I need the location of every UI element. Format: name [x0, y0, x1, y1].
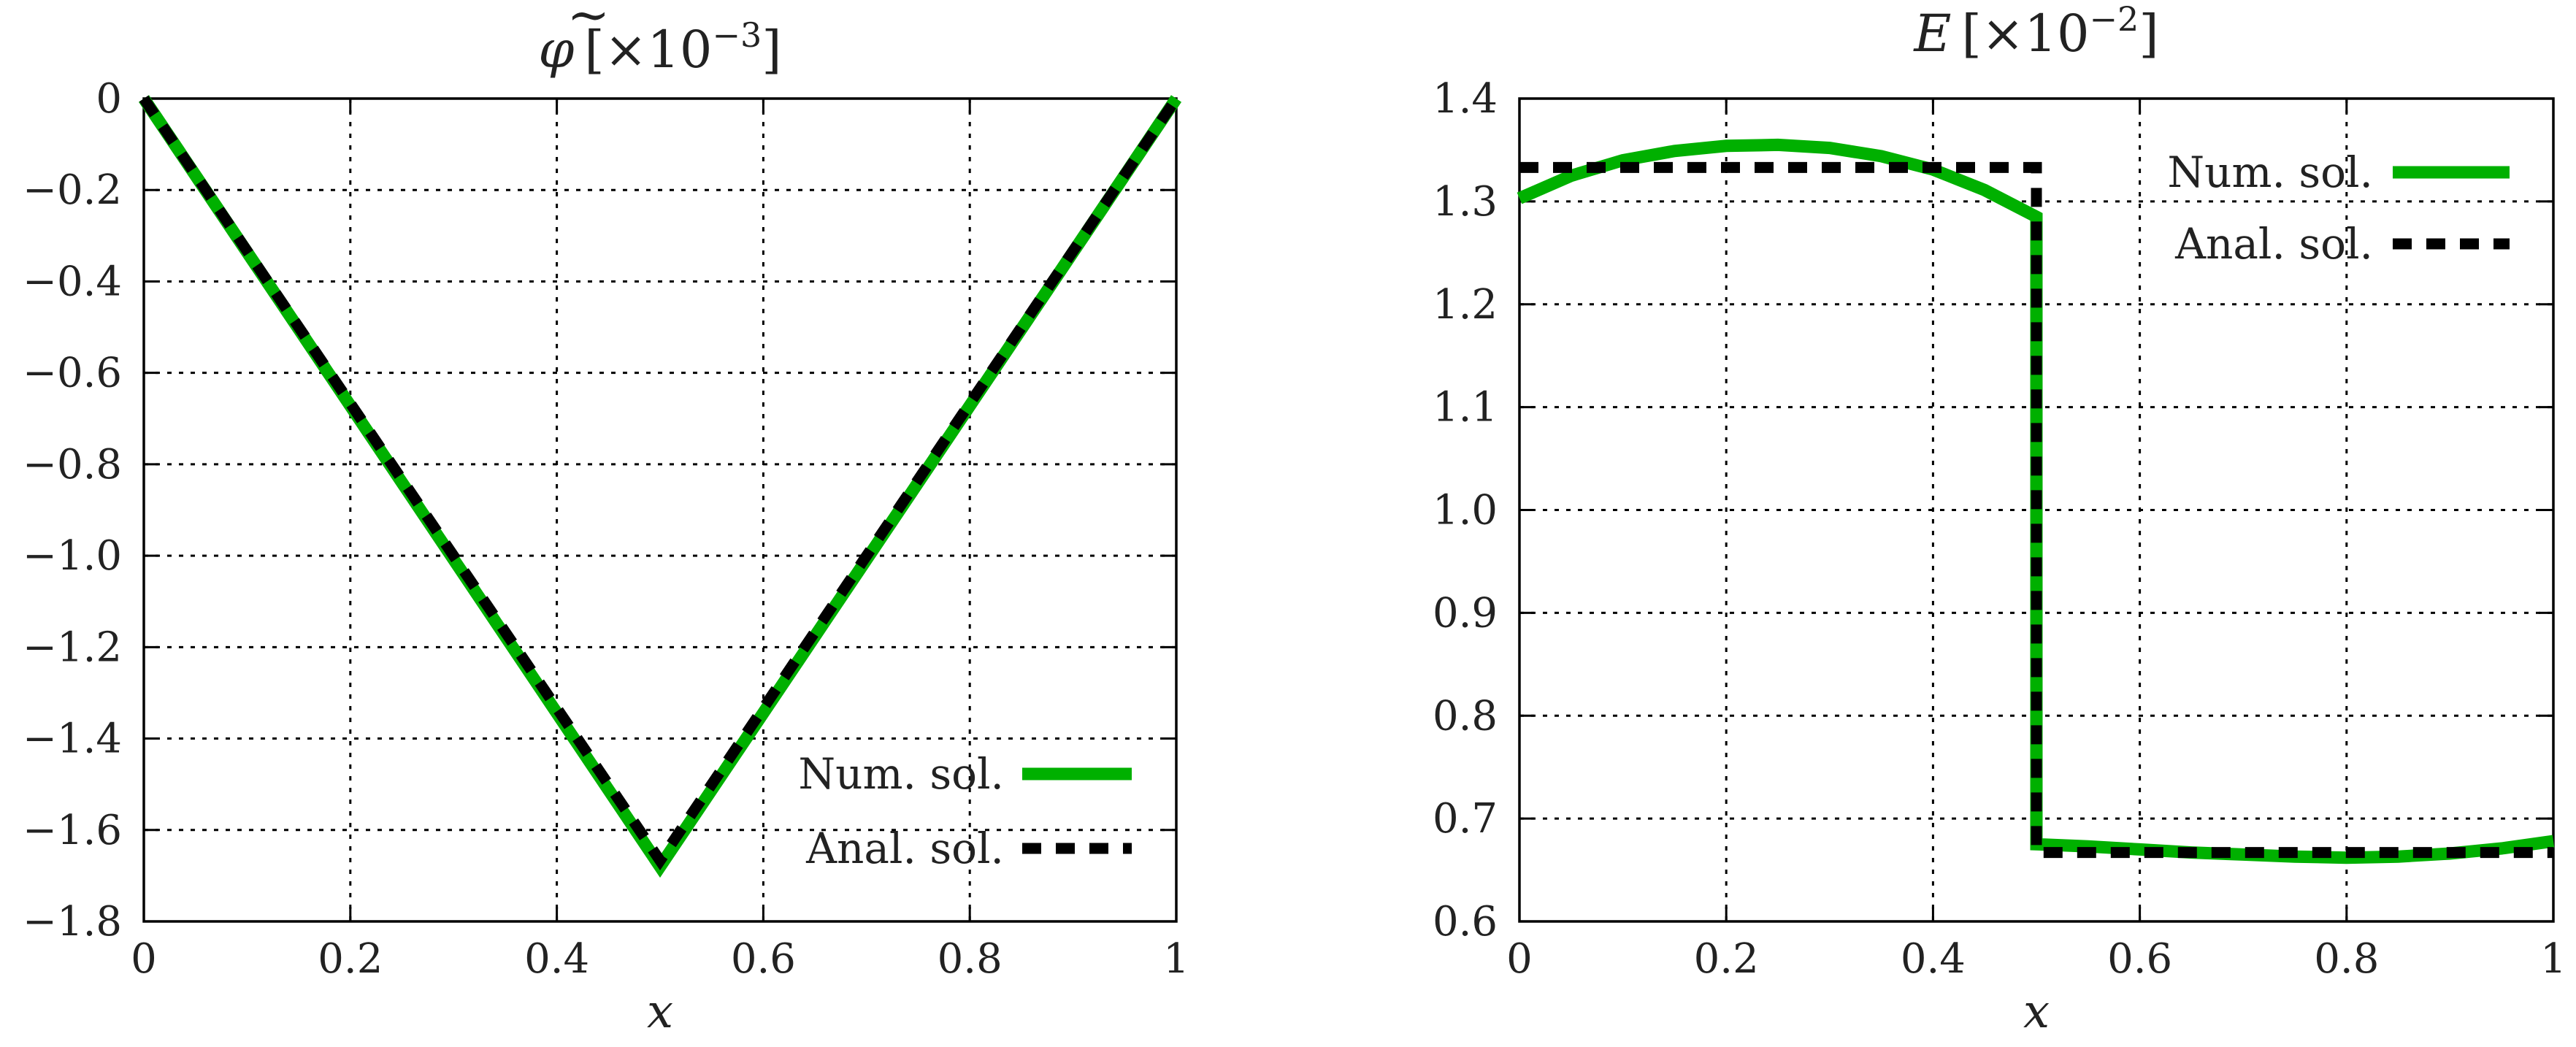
y-tick-label: 0	[96, 75, 122, 123]
chart-title: φ [×10−3]	[538, 15, 781, 80]
x-tick-label: 0.6	[731, 935, 796, 983]
y-tick-label: −0.6	[23, 350, 122, 397]
x-tick-label: 0.8	[938, 935, 1003, 983]
chart-title: E [×10−2]	[1912, 0, 2158, 64]
series-line-numerical	[138, 95, 1182, 878]
plot-phi: 0 0.2 0.4 0.6 0.8 1 0 −0.2 −0.4 −0.6 −0.8 −1.0 −1.2 −…	[23, 0, 1189, 1039]
y-tick-label: 0.6	[1433, 898, 1498, 946]
y-tick-label: 1.4	[1433, 75, 1498, 123]
x-tick-label: 0.2	[1694, 935, 1759, 983]
x-tick-label: 0	[1506, 935, 1533, 983]
y-tick-label: 0.8	[1433, 692, 1498, 740]
x-tick-label: 0.6	[2107, 935, 2172, 983]
y-tick-label: 0.7	[1433, 795, 1498, 843]
x-tick-label: 0	[131, 935, 157, 983]
legend-label: Anal. sol.	[805, 824, 1004, 873]
y-tick-label: 1.3	[1433, 178, 1498, 226]
y-tick-label: −1.6	[23, 807, 122, 854]
y-tick-label: −0.4	[23, 258, 122, 305]
series-line-analytical	[1519, 161, 2553, 859]
legend-label: Num. sol.	[798, 749, 1004, 799]
title-accent: ~	[567, 0, 610, 45]
plot-e: 0 0.2 0.4 0.6 0.8 1 0.6 0.7 0.8 0.9 1.0 1.1 1.2 1.3 1.…	[1433, 0, 2567, 1039]
y-tick-label: −0.2	[23, 166, 122, 214]
x-tick-label: 0.8	[2314, 935, 2379, 983]
x-tick-label: 0.4	[1901, 935, 1966, 983]
y-tick-label: −1.2	[23, 624, 122, 671]
legend-label: Anal. sol.	[2174, 219, 2373, 269]
y-tick-label: −0.8	[23, 441, 122, 488]
y-tick-label: −1.4	[23, 716, 122, 763]
x-axis-label: x	[2023, 985, 2050, 1039]
plot-frame	[142, 97, 1178, 923]
y-tick-label: 1.2	[1433, 281, 1498, 329]
legend-label: Num. sol.	[2167, 147, 2373, 197]
x-tick-label: 0.2	[318, 935, 383, 983]
y-tick-label: −1.0	[23, 532, 122, 580]
y-tick-label: 0.9	[1433, 589, 1498, 637]
y-tick-label: 1.0	[1433, 487, 1498, 534]
y-tick-label: −1.8	[23, 898, 122, 946]
series-line-analytical	[139, 95, 1181, 871]
x-tick-label: 1	[1163, 935, 1189, 983]
y-tick-label: 1.1	[1433, 384, 1498, 432]
x-tick-label: 0.4	[524, 935, 589, 983]
x-axis-label: x	[647, 985, 673, 1039]
x-tick-label: 1	[2540, 935, 2567, 983]
